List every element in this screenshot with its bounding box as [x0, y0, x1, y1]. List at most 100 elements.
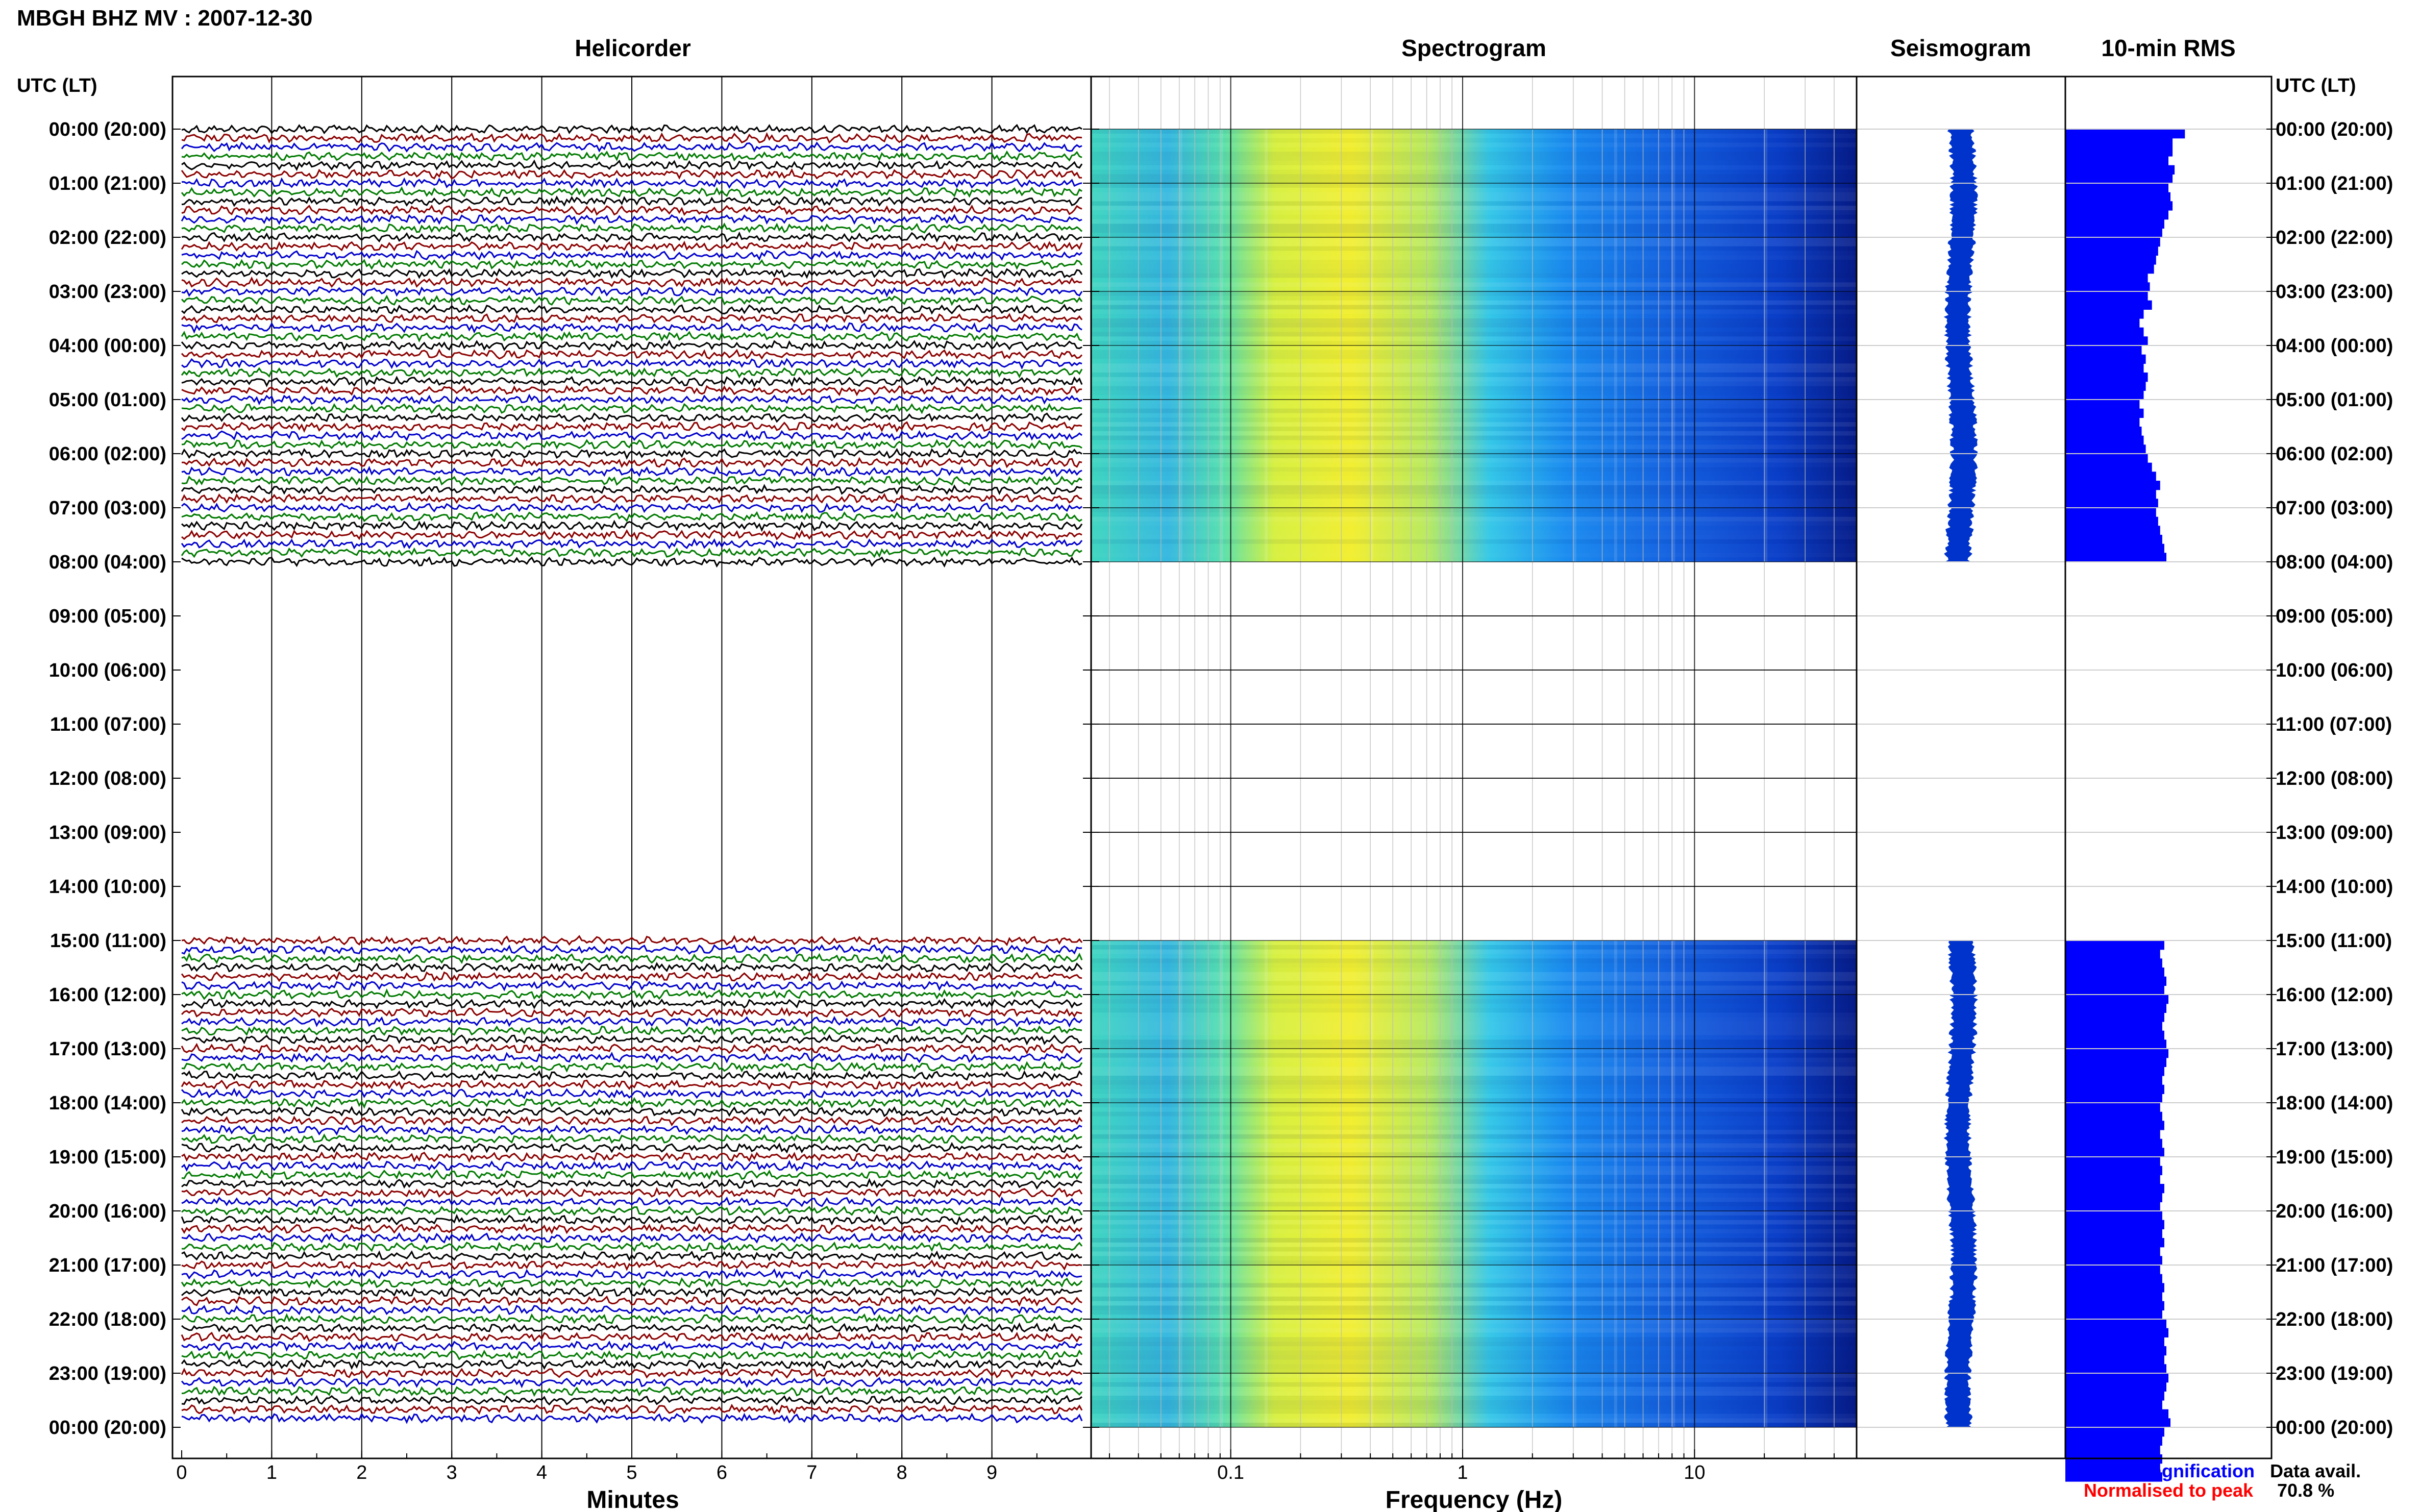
helicorder-x-tick-label: 7	[806, 1462, 817, 1483]
helicorder-trace	[181, 186, 1082, 198]
spectrogram-row	[1091, 1251, 1857, 1256]
spectrogram-panel	[1091, 77, 1857, 1458]
utc-lt-label-left: UTC (LT)	[17, 75, 97, 96]
spectrogram-row	[1091, 1184, 1857, 1188]
rms-bar	[2065, 985, 2164, 995]
rms-bar	[2065, 129, 2185, 139]
spectrogram-title: Spectrogram	[1401, 35, 1546, 61]
helicorder-trace	[182, 177, 1082, 189]
spectrogram-block	[1091, 940, 1857, 1427]
spectrogram-row	[1091, 1197, 1857, 1202]
spectrogram-row	[1091, 192, 1857, 197]
rms-bar	[2065, 427, 2142, 436]
helicorder-trace	[181, 448, 1082, 460]
rms-bar	[2065, 1391, 2164, 1401]
rms-bar	[2065, 1328, 2168, 1337]
time-label-left: 02:00 (22:00)	[49, 227, 166, 249]
spectrogram-row	[1091, 395, 1857, 400]
spectrogram-row	[1091, 1279, 1857, 1283]
spectrogram-row	[1091, 472, 1857, 476]
rms-bar	[2065, 1427, 2164, 1437]
legend-normalised-to-peak: Normalised to peak	[2084, 1480, 2254, 1501]
helicorder-trace	[181, 204, 1082, 216]
spectrogram-row	[1091, 341, 1857, 345]
helicorder-trace	[181, 1223, 1083, 1235]
helicorder-trace	[181, 159, 1083, 171]
spectrogram-row	[1091, 981, 1857, 986]
rms-bar	[2065, 1382, 2166, 1392]
helicorder-trace	[181, 304, 1082, 315]
spectrogram-row	[1091, 350, 1857, 355]
spectrogram-band	[1672, 940, 1675, 1427]
helicorder-trace	[181, 1331, 1082, 1343]
helicorder-trace	[181, 944, 1082, 955]
helicorder-trace	[181, 412, 1082, 423]
rms-bar	[2065, 462, 2152, 472]
spectrogram-row	[1091, 1098, 1857, 1103]
spectrogram-row	[1091, 1152, 1857, 1157]
spectrogram-row	[1091, 557, 1857, 562]
rms-bar	[2065, 291, 2148, 301]
spectrogram-row	[1091, 427, 1857, 431]
spectrogram-row	[1091, 467, 1857, 472]
time-label-left: 03:00 (23:00)	[49, 281, 166, 303]
spectrogram-row	[1091, 219, 1857, 224]
spectrogram-row	[1091, 1148, 1857, 1152]
spectrogram-row	[1091, 1216, 1857, 1220]
time-label-left: 06:00 (02:00)	[49, 443, 166, 465]
spectrogram-x-tick-label: 10	[1684, 1462, 1705, 1483]
helicorder-title: Helicorder	[575, 35, 691, 61]
spectrogram-band	[1573, 940, 1576, 1427]
helicorder-trace	[181, 484, 1082, 495]
rms-bar	[2065, 165, 2175, 175]
rms-bar	[2065, 1229, 2162, 1238]
rms-bar	[2065, 1103, 2160, 1112]
spectrogram-row	[1091, 1305, 1857, 1310]
helicorder-trace	[181, 492, 1082, 504]
spectrogram-row	[1091, 1080, 1857, 1085]
spectrogram-row	[1091, 318, 1857, 323]
rms-bar	[2065, 363, 2144, 373]
helicorder-trace	[181, 475, 1082, 487]
time-label-left: 20:00 (16:00)	[49, 1201, 166, 1222]
spectrogram-row	[1091, 1233, 1857, 1238]
spectrogram-row	[1091, 400, 1857, 404]
time-label-left: 07:00 (03:00)	[49, 498, 166, 519]
rms-bar	[2065, 1049, 2168, 1058]
rms-bar	[2065, 1138, 2162, 1148]
spectrogram-row	[1091, 1017, 1857, 1022]
spectrogram-row	[1091, 1225, 1857, 1229]
rms-bar	[2065, 508, 2156, 517]
helicorder-trace	[181, 1061, 1083, 1073]
spectrogram-row	[1091, 1350, 1857, 1355]
time-label-right: 17:00 (13:00)	[2276, 1038, 2393, 1060]
spectrogram-row	[1091, 1337, 1857, 1342]
helicorder-trace	[181, 998, 1082, 1009]
helicorder-trace	[181, 1151, 1082, 1163]
rms-bar	[2065, 1418, 2170, 1428]
time-label-left: 00:00 (20:00)	[49, 1417, 166, 1439]
spectrogram-row	[1091, 1170, 1857, 1175]
spectrogram-row	[1091, 183, 1857, 188]
time-label-right: 09:00 (05:00)	[2276, 606, 2393, 627]
rms-bar	[2065, 940, 2164, 950]
time-label-left: 11:00 (07:00)	[50, 714, 166, 735]
spectrogram-band	[1264, 940, 1268, 1427]
utc-lt-label-right: UTC (LT)	[2276, 75, 2356, 96]
rms-bar	[2065, 553, 2166, 562]
spectrogram-row	[1091, 390, 1857, 395]
spectrogram-row	[1091, 1301, 1857, 1306]
helicorder-trace	[181, 538, 1083, 550]
spectrogram-row	[1091, 246, 1857, 251]
rms-bar	[2065, 1211, 2162, 1221]
spectrogram-row	[1091, 1292, 1857, 1297]
rms-bar	[2065, 435, 2144, 445]
spectrogram-row	[1091, 138, 1857, 143]
panel-frames	[171, 76, 2277, 1459]
rms-bar	[2065, 381, 2146, 391]
data-avail-label: Data avail.	[2270, 1460, 2361, 1481]
helicorder-x-tick-label: 4	[536, 1462, 547, 1483]
spectrogram-row	[1091, 377, 1857, 382]
time-label-left: 17:00 (13:00)	[49, 1038, 166, 1060]
time-label-left: 00:00 (20:00)	[49, 119, 166, 140]
